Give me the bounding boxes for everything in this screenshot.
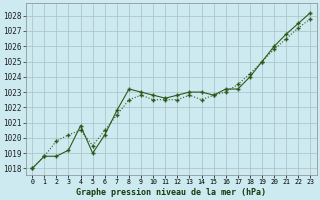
X-axis label: Graphe pression niveau de la mer (hPa): Graphe pression niveau de la mer (hPa) [76,188,266,197]
